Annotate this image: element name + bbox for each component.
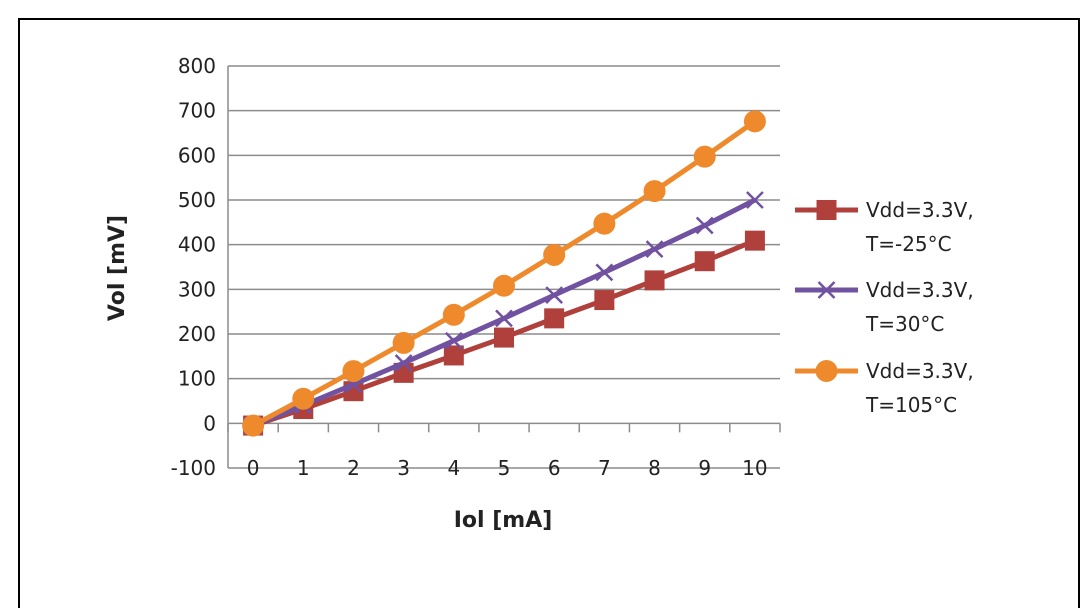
x-tick-label: 6 (548, 456, 561, 480)
data-point (292, 387, 315, 410)
data-point (544, 308, 565, 329)
data-point (342, 360, 365, 383)
y-tick-label: 800 (178, 54, 216, 78)
data-point (693, 145, 716, 168)
data-point (443, 345, 464, 366)
series-1 (243, 230, 765, 436)
marker-stroke (645, 240, 664, 259)
legend-layer: Vdd=3.3V,T=-25°CVdd=3.3V,T=30°CVdd=3.3V,… (795, 198, 974, 417)
marker-stroke (695, 216, 714, 235)
data-point (643, 180, 666, 203)
series-layer (242, 110, 766, 437)
data-point (746, 191, 764, 209)
axis-layer: -100 0 100 200 300 400 500 600 700 800 0 1 2 3 4 5 6 7 8 9 1… (171, 54, 781, 480)
data-point (493, 274, 515, 297)
data-point (645, 240, 664, 259)
marker-stroke (545, 286, 564, 305)
x-axis-title: Iol [mA] (454, 508, 553, 533)
data-point (644, 270, 665, 291)
data-point (595, 263, 614, 282)
legend-marker (817, 281, 836, 299)
x-tick-label: 3 (397, 456, 410, 480)
data-point (695, 216, 714, 235)
legend-entry: Vdd=3.3V, T=-25°C (795, 198, 974, 256)
marker-stroke (746, 191, 764, 209)
legend-label-line1: Vdd=3.3V, (866, 278, 974, 302)
data-point (593, 212, 616, 235)
x-tick-label: 9 (698, 456, 711, 480)
x-tick-label: 10 (742, 456, 767, 480)
marker-stroke (444, 331, 463, 350)
legend-label-line2: T=105°C (865, 393, 957, 417)
marker-stroke (495, 309, 513, 328)
legend-label-line1: Vdd=3.3V, (866, 198, 974, 222)
y-tick-label: 300 (178, 277, 216, 301)
data-point (594, 290, 615, 311)
data-point (545, 286, 564, 305)
series-2 (244, 191, 764, 435)
data-point (543, 243, 566, 266)
y-tick-label: 700 (178, 99, 216, 123)
marker-stroke (595, 263, 614, 282)
legend-marker (816, 200, 837, 220)
x-tick-label: 7 (598, 456, 611, 480)
marker-stroke (394, 354, 413, 372)
line-chart: -100 0 100 200 300 400 500 600 700 800 0 1 2 3 4 5 6 7 8 9 1… (105, 54, 974, 533)
data-point (444, 331, 463, 350)
x-tick-label: 0 (247, 456, 260, 480)
chart-frame (18, 18, 1080, 608)
y-tick-label: 0 (203, 411, 216, 435)
y-tick-label: 500 (178, 188, 216, 212)
legend-label-line1: Vdd=3.3V, (866, 359, 974, 383)
legend-entry: Vdd=3.3V, T=30°C (795, 278, 974, 336)
data-point (394, 354, 413, 372)
y-tick-label: 400 (178, 233, 216, 257)
x-tick-label: 2 (347, 456, 360, 480)
data-point (694, 251, 715, 272)
x-tick-label: 1 (297, 456, 310, 480)
legend-marker (815, 360, 838, 382)
y-tick-label: 200 (178, 322, 216, 346)
x-tick-label: 8 (648, 456, 661, 480)
y-tick-label: 600 (178, 143, 216, 167)
marker-stroke (817, 281, 836, 299)
series-line (252, 197, 757, 428)
data-point (442, 303, 465, 326)
data-point (743, 110, 766, 133)
data-point (495, 309, 513, 328)
series-3 (242, 110, 766, 437)
data-point (744, 230, 765, 251)
x-tick-label: 5 (498, 456, 511, 480)
legend-label-line2: T=30°C (865, 312, 944, 336)
legend-entry: Vdd=3.3V, T=105°C (795, 359, 974, 417)
y-tick-label: -100 (171, 456, 216, 480)
x-tick-label: 4 (447, 456, 460, 480)
data-point (392, 331, 415, 354)
data-point (242, 414, 265, 437)
series-line (251, 119, 757, 428)
data-point (494, 327, 514, 348)
legend-label-line2: T=-25°C (865, 232, 952, 256)
y-axis-title: Vol [mV] (105, 215, 130, 321)
y-tick-label: 100 (178, 367, 216, 391)
